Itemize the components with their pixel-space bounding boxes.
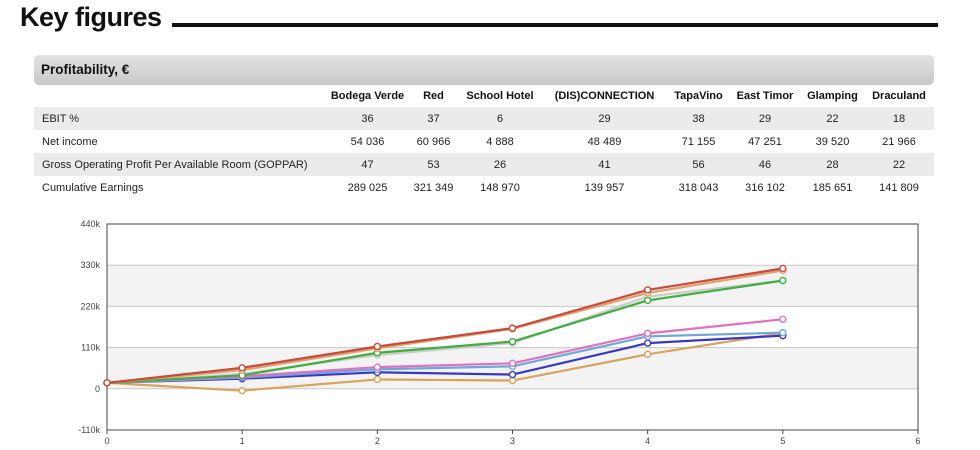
y-tick-label: 220k [80,301,100,311]
y-tick-label: 110k [81,343,100,353]
data-point [508,370,517,379]
table-cell: 316 102 [745,181,785,194]
table-cell: 47 251 [748,135,782,148]
table-cell: 141 809 [879,181,919,194]
x-tick-label: 4 [645,436,650,446]
table-cell: 318 043 [678,181,719,194]
data-point [508,324,517,332]
data-point [238,386,246,395]
table-row: EBIT % 36 37 6 29 38 29 22 18 [34,107,934,130]
table-cell: 47 [327,153,408,176]
data-point [508,376,517,385]
data-point [643,350,652,359]
data-point [643,286,652,294]
data-point [373,363,382,371]
table-cell: 29 [729,107,801,130]
column-header: Draculand [872,90,926,102]
series-line [106,269,784,384]
data-point [643,296,652,305]
data-point [373,375,382,384]
data-point [103,379,111,387]
data-point [238,364,246,372]
table-header-label [34,85,327,107]
table-cell: 53 [408,153,459,176]
x-tick-label: 6 [915,436,920,446]
x-tick-label: 0 [104,436,109,446]
table-cell: 46 [729,153,801,176]
column-header: Bodega Verde [330,90,405,102]
title-rule [172,23,938,27]
y-tick-label: -110k [78,425,100,435]
table-row: Cumulative Earnings 289 025 321 349 148 … [34,176,934,199]
x-tick-label: 1 [240,436,245,446]
earnings-chart: -110k 0 110k 220k 330k 440k 0 1 2 3 4 5 6 [0,212,980,450]
data-point [779,328,787,337]
earnings-chart-svg: -110k 0 110k 220k 330k 440k 0 1 2 3 4 5 6 [78,219,920,446]
data-point [779,264,787,273]
page-title: Key figures [20,2,162,32]
data-point [779,315,787,323]
table-cell: 321 349 [413,181,454,194]
table-row: Gross Operating Profit Per Available Roo… [34,153,934,176]
data-point [643,339,652,347]
y-tick-label: 0 [95,384,100,394]
table-row: Net income 54 036 60 966 4 888 48 489 71… [34,130,934,153]
table-cell: 29 [541,107,668,130]
column-header: Glamping [807,90,858,102]
table-cell: 38 [668,107,729,130]
key-figures-table: Bodega Verde Red School Hotel (DIS)CONNE… [34,85,934,199]
y-tick-label: 440k [80,219,100,229]
table-cell: 60 966 [416,135,451,148]
column-header: (DIS)CONNECTION [554,90,655,102]
plot-band [107,265,918,307]
row-label: Gross Operating Profit Per Available Roo… [34,153,327,176]
data-point [643,329,652,338]
column-header: TapaVino [674,90,723,102]
table-cell: 185 651 [812,181,853,194]
table-cell: 26 [459,153,541,176]
row-label: EBIT % [34,107,327,130]
table-cell: 6 [459,107,541,130]
series-line [106,331,784,392]
y-tick-label: 330k [80,260,100,270]
x-tick-label: 2 [375,436,380,446]
x-tick-label: 3 [510,436,515,446]
table-cell: 21 966 [882,135,916,148]
table-cell: 289 025 [347,181,388,194]
row-label: Cumulative Earnings [42,181,144,194]
table-cell: 148 970 [480,181,520,194]
table-cell: 71 155 [681,135,716,148]
table-cell: 36 [327,107,408,130]
table-cell: 41 [541,153,668,176]
data-point [779,276,787,285]
data-point [508,359,517,368]
column-header: East Timor [736,90,794,102]
table-cell: 18 [864,107,934,130]
table-cell: 4 888 [486,135,514,148]
table-cell: 139 957 [584,181,625,194]
x-tick-label: 5 [780,436,785,446]
data-point [508,337,517,346]
table-cell: 56 [668,153,729,176]
section-header[interactable]: Profitability, € [34,55,934,85]
column-header: Red [423,90,444,102]
column-header: School Hotel [466,90,534,102]
table-header-row: Bodega Verde Red School Hotel (DIS)CONNE… [34,85,934,107]
table-cell: 48 489 [587,135,622,148]
table-cell: 28 [801,153,864,176]
series-line [106,279,783,384]
series-line [106,267,784,384]
data-point [373,342,382,351]
series-line [106,279,783,384]
table-cell: 22 [864,153,934,176]
table-cell: 22 [801,107,864,130]
table-cell: 54 036 [350,135,385,148]
row-label: Net income [42,135,98,148]
table-cell: 39 520 [815,135,850,148]
table-cell: 37 [408,107,459,130]
